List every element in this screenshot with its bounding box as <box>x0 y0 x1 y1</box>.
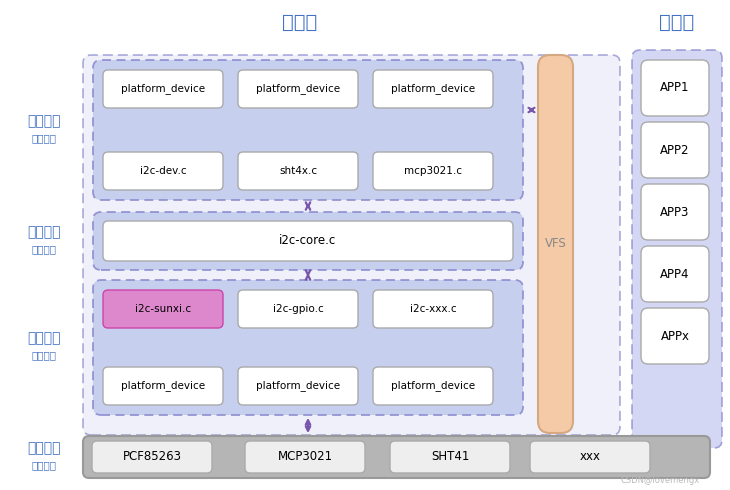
Text: platform_device: platform_device <box>121 381 205 392</box>
Text: i2c-dev.c: i2c-dev.c <box>139 166 186 176</box>
FancyBboxPatch shape <box>641 308 709 364</box>
FancyBboxPatch shape <box>93 212 523 270</box>
Text: sht4x.c: sht4x.c <box>279 166 317 176</box>
FancyBboxPatch shape <box>373 290 493 328</box>
FancyBboxPatch shape <box>238 367 358 405</box>
Text: mcp3021.c: mcp3021.c <box>404 166 462 176</box>
FancyBboxPatch shape <box>373 367 493 405</box>
Text: platform_device: platform_device <box>256 84 340 95</box>
Text: platform_device: platform_device <box>121 84 205 95</box>
Text: i2c-xxx.c: i2c-xxx.c <box>410 304 456 314</box>
Text: i2c-core.c: i2c-core.c <box>280 235 337 247</box>
FancyBboxPatch shape <box>538 55 573 433</box>
FancyBboxPatch shape <box>93 60 523 200</box>
Text: APPx: APPx <box>661 329 690 343</box>
FancyBboxPatch shape <box>641 60 709 116</box>
FancyBboxPatch shape <box>373 70 493 108</box>
FancyBboxPatch shape <box>93 280 523 415</box>
FancyBboxPatch shape <box>238 70 358 108</box>
FancyBboxPatch shape <box>530 441 650 473</box>
Text: xxx: xxx <box>580 450 601 464</box>
Text: 设备驱动: 设备驱动 <box>27 114 61 128</box>
FancyBboxPatch shape <box>238 290 358 328</box>
Text: platform_device: platform_device <box>256 381 340 392</box>
Text: 适配器层: 适配器层 <box>27 332 61 345</box>
FancyBboxPatch shape <box>390 441 510 473</box>
Text: platform_device: platform_device <box>391 381 475 392</box>
Text: APP2: APP2 <box>660 144 690 156</box>
Text: platform_device: platform_device <box>391 84 475 95</box>
Text: SHT41: SHT41 <box>431 450 469 464</box>
FancyBboxPatch shape <box>103 70 223 108</box>
FancyBboxPatch shape <box>641 184 709 240</box>
FancyBboxPatch shape <box>83 55 620 435</box>
Text: 硬件外设: 硬件外设 <box>27 441 61 455</box>
Text: 核心框架: 核心框架 <box>27 225 61 239</box>
Text: PCF85263: PCF85263 <box>123 450 182 464</box>
Text: 应用层: 应用层 <box>659 13 695 31</box>
Text: APP4: APP4 <box>660 268 690 280</box>
FancyBboxPatch shape <box>373 152 493 190</box>
Text: 外设驱动: 外设驱动 <box>31 133 56 143</box>
Text: 内核层: 内核层 <box>283 13 318 31</box>
Text: VFS: VFS <box>545 238 566 250</box>
Text: 外设芯片: 外设芯片 <box>31 460 56 470</box>
FancyBboxPatch shape <box>92 441 212 473</box>
Text: APP1: APP1 <box>660 81 690 95</box>
FancyBboxPatch shape <box>641 246 709 302</box>
Text: i2c-sunxi.c: i2c-sunxi.c <box>135 304 191 314</box>
FancyBboxPatch shape <box>641 122 709 178</box>
FancyBboxPatch shape <box>245 441 365 473</box>
Text: 真正通信: 真正通信 <box>31 350 56 361</box>
FancyBboxPatch shape <box>103 367 223 405</box>
Text: 抽象接口: 抽象接口 <box>31 244 56 254</box>
FancyBboxPatch shape <box>103 152 223 190</box>
Text: i2c-gpio.c: i2c-gpio.c <box>272 304 323 314</box>
Text: APP3: APP3 <box>661 205 690 219</box>
Text: MCP3021: MCP3021 <box>277 450 333 464</box>
FancyBboxPatch shape <box>238 152 358 190</box>
FancyBboxPatch shape <box>83 436 710 478</box>
FancyBboxPatch shape <box>103 221 513 261</box>
FancyBboxPatch shape <box>103 290 223 328</box>
FancyBboxPatch shape <box>632 50 722 448</box>
Text: CSDN@lovemengx: CSDN@lovemengx <box>620 476 699 485</box>
